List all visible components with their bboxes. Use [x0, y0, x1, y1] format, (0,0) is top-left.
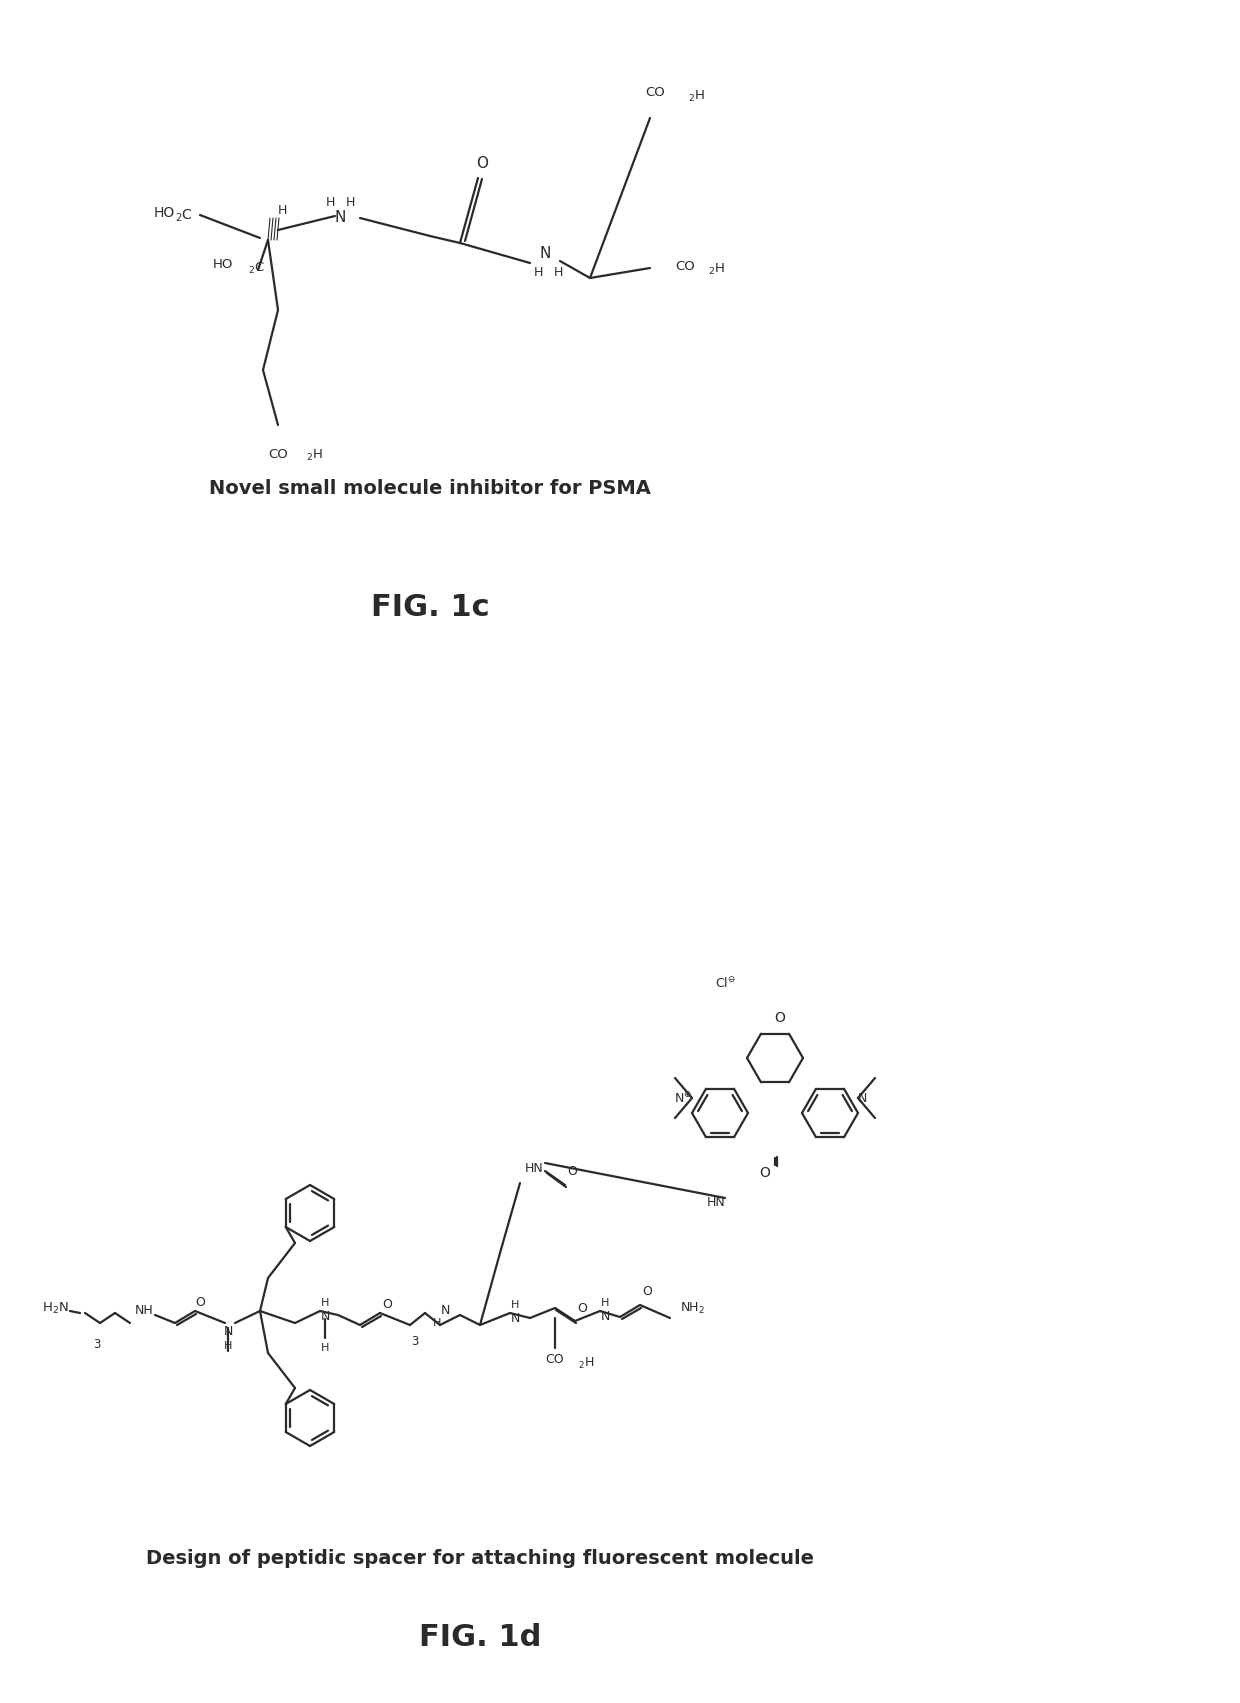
Text: CO: CO [675, 259, 694, 272]
Text: O: O [476, 155, 489, 170]
Text: N: N [600, 1311, 610, 1323]
Text: $_2$H: $_2$H [578, 1356, 594, 1371]
Text: H: H [433, 1318, 441, 1328]
Text: 3: 3 [412, 1335, 419, 1349]
Text: O: O [382, 1298, 392, 1311]
Text: H: H [553, 266, 563, 279]
Text: CO: CO [546, 1352, 564, 1366]
Text: O: O [195, 1296, 205, 1310]
Text: Novel small molecule inhibitor for PSMA: Novel small molecule inhibitor for PSMA [210, 479, 651, 497]
Text: O: O [567, 1165, 577, 1178]
Text: H: H [278, 203, 286, 216]
Text: H: H [345, 196, 355, 209]
Text: N: N [320, 1311, 330, 1323]
Text: HN: HN [707, 1197, 725, 1209]
Text: O: O [775, 1012, 785, 1025]
Text: H$_2$N: H$_2$N [42, 1301, 69, 1315]
Text: N: N [858, 1092, 867, 1105]
Text: Cl$^{\ominus}$: Cl$^{\ominus}$ [714, 976, 735, 991]
Text: O: O [760, 1167, 770, 1180]
Text: Design of peptidic spacer for attaching fluorescent molecule: Design of peptidic spacer for attaching … [146, 1548, 813, 1567]
Text: HO: HO [212, 259, 233, 271]
Text: NH$_2$: NH$_2$ [680, 1301, 706, 1315]
Text: $_2$H: $_2$H [708, 262, 725, 276]
Text: HO: HO [154, 206, 175, 220]
Text: H: H [511, 1299, 520, 1310]
Text: N: N [440, 1304, 450, 1318]
Text: N: N [539, 245, 551, 261]
Text: CO: CO [268, 448, 288, 462]
Text: $_2$H: $_2$H [306, 448, 322, 463]
Text: O: O [642, 1286, 652, 1298]
Text: FIG. 1c: FIG. 1c [371, 594, 490, 623]
Text: N: N [511, 1313, 520, 1325]
Text: H: H [321, 1344, 329, 1352]
Text: H: H [325, 196, 335, 209]
Text: N: N [335, 211, 346, 225]
Text: $_2$C: $_2$C [248, 261, 265, 276]
Text: 3: 3 [93, 1339, 100, 1350]
Text: H: H [223, 1340, 232, 1350]
Text: $_2$C: $_2$C [175, 208, 192, 225]
Text: H: H [321, 1298, 329, 1308]
Text: NH: NH [135, 1304, 154, 1318]
Text: HN: HN [525, 1161, 544, 1175]
Text: FIG. 1d: FIG. 1d [419, 1623, 541, 1652]
Text: CO: CO [645, 87, 665, 99]
Text: N: N [223, 1325, 233, 1339]
Text: H: H [533, 266, 543, 279]
Text: $_2$H: $_2$H [688, 89, 706, 104]
Text: H: H [601, 1298, 609, 1308]
Text: N$^{\oplus}$: N$^{\oplus}$ [675, 1090, 692, 1105]
Text: O: O [577, 1303, 587, 1315]
